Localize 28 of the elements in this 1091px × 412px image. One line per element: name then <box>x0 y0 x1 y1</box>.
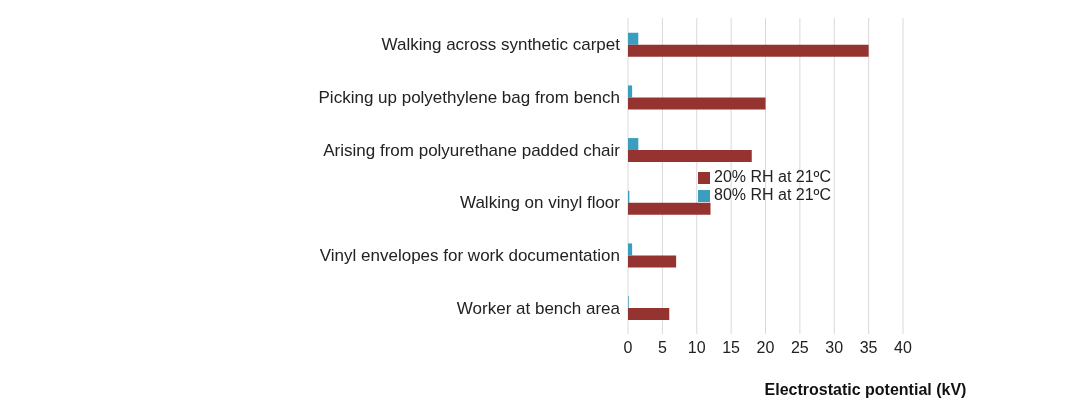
y-tick-label: Arising from polyurethane padded chair <box>323 140 621 160</box>
x-tick-label: 10 <box>687 339 706 357</box>
x-tick-label: 5 <box>657 339 667 357</box>
x-tick-label: 0 <box>623 339 633 357</box>
legend-label: 80% RH at 21ºC <box>714 186 832 203</box>
x-tick-label: 25 <box>790 339 809 357</box>
x-tick-label: 15 <box>722 339 741 357</box>
bar <box>628 85 633 98</box>
y-tick-label: Worker at bench area <box>456 298 621 318</box>
bar <box>628 308 670 321</box>
bar <box>628 44 869 57</box>
bar <box>628 97 766 110</box>
bar <box>628 32 639 45</box>
y-tick-label: Picking up polyethylene bag from bench <box>318 88 620 108</box>
bar <box>628 150 752 163</box>
x-tick-label: 40 <box>894 339 912 357</box>
x-tick-label: 20 <box>756 339 775 357</box>
y-tick-label: Walking on vinyl floor <box>460 193 621 213</box>
x-tick-label: 35 <box>859 339 878 357</box>
x-tick-label: 30 <box>825 339 844 357</box>
legend-label: 20% RH at 21ºC <box>714 168 832 185</box>
x-axis-title: Electrostatic potential (kV) <box>764 381 967 399</box>
y-tick-label: Walking across synthetic carpet <box>381 35 621 55</box>
bar <box>628 138 639 151</box>
y-tick-label: Vinyl envelopes for work documentation <box>319 246 620 266</box>
bar <box>628 255 677 268</box>
bar <box>628 243 633 256</box>
bar <box>628 202 711 215</box>
